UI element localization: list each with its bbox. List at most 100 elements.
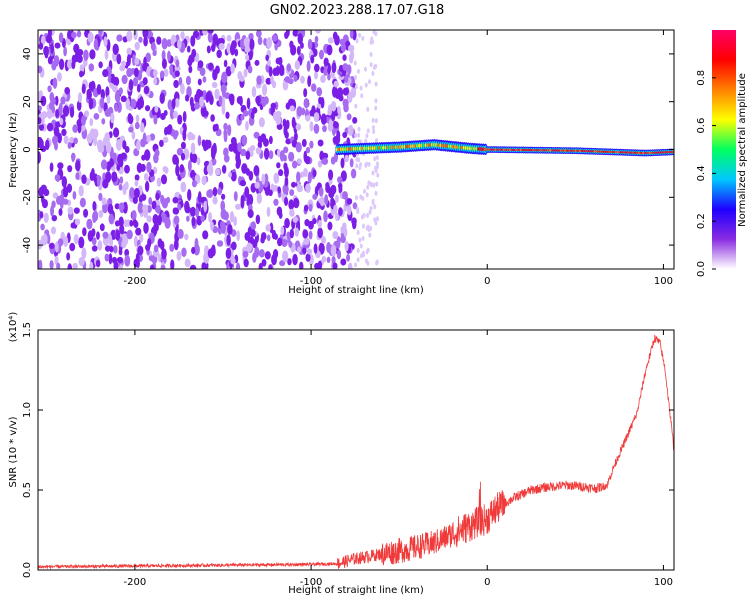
heatmap-cell <box>328 119 334 127</box>
heatmap-cell <box>162 136 169 144</box>
heatmap-cell <box>190 133 196 141</box>
heatmap-cell <box>146 161 152 173</box>
heatmap-cell <box>256 192 262 204</box>
heatmap-cell <box>286 30 290 37</box>
heatmap-cell <box>49 162 54 172</box>
heatmap-cell <box>293 197 300 209</box>
heatmap-cell <box>266 206 271 218</box>
heatmap-cell <box>142 30 149 39</box>
heatmap-cell <box>329 185 335 197</box>
heatmap-cell <box>313 63 320 73</box>
heatmap-cell <box>359 194 363 200</box>
heatmap-cell <box>250 229 256 237</box>
heatmap-cell <box>137 201 144 214</box>
heatmap-cell <box>327 108 332 116</box>
heatmap-cell <box>374 105 378 111</box>
heatmap-cell <box>239 179 247 187</box>
heatmap-cell <box>331 256 336 265</box>
heatmap-cell <box>247 209 254 219</box>
heatmap-cell <box>176 147 184 156</box>
heatmap-cell <box>229 211 235 223</box>
heatmap-cell <box>292 253 298 266</box>
heatmap-cell <box>190 35 196 47</box>
heatmap-cell <box>240 114 245 121</box>
heatmap-cell <box>40 95 47 107</box>
heatmap-cell <box>321 236 327 245</box>
heatmap-cell <box>297 158 303 165</box>
heatmap-cell <box>369 39 373 45</box>
heatmap-cell <box>82 227 87 237</box>
heatmap-cell <box>62 105 70 117</box>
heatmap-cell <box>330 156 336 165</box>
heatmap-cell <box>160 264 166 269</box>
heatmap-cell <box>99 223 105 232</box>
heatmap-cell <box>278 56 283 66</box>
heatmap-cell <box>221 85 226 98</box>
heatmap-ytick-label: 20 <box>22 95 33 108</box>
heatmap-cell <box>156 204 161 214</box>
heatmap-cell <box>357 126 361 132</box>
heatmap-cell <box>151 200 157 210</box>
heatmap-cell <box>134 121 140 130</box>
heatmap-cell <box>72 262 78 269</box>
heatmap-cell <box>275 115 282 125</box>
heatmap-cell <box>327 62 331 75</box>
heatmap-cell <box>220 193 226 200</box>
heatmap-cell <box>212 33 219 46</box>
heatmap-cell <box>371 70 375 76</box>
heatmap-cell <box>212 187 218 197</box>
heatmap-cell <box>281 238 288 247</box>
heatmap-cell <box>342 191 348 200</box>
colorbar-tick-label: 0.6 <box>696 118 707 134</box>
heatmap-cell <box>233 216 237 227</box>
heatmap-cell <box>305 183 311 193</box>
heatmap-cell <box>116 163 121 171</box>
heatmap-cell <box>124 254 131 267</box>
heatmap-cell <box>216 49 222 59</box>
heatmap-cell <box>154 149 160 158</box>
heatmap-cell <box>327 221 333 231</box>
heatmap-cell <box>101 197 107 206</box>
heatmap-cell <box>372 129 376 135</box>
heatmap-cell <box>81 247 87 260</box>
heatmap-cell <box>243 258 249 268</box>
heatmap-cell <box>375 164 379 170</box>
heatmap-cell <box>272 184 279 192</box>
heatmap-cell <box>92 211 99 222</box>
heatmap-cell <box>347 262 353 269</box>
heatmap-cell <box>338 94 344 102</box>
heatmap-cell <box>189 264 197 269</box>
heatmap-cell <box>319 49 324 60</box>
heatmap-cell <box>145 52 151 63</box>
heatmap-cell <box>156 36 162 45</box>
heatmap-cell <box>172 130 178 140</box>
heatmap-cell <box>40 184 47 192</box>
heatmap-cell <box>361 236 365 242</box>
heatmap-cell <box>226 234 231 246</box>
heatmap-cell <box>105 86 110 98</box>
heatmap-cell <box>165 125 172 135</box>
heatmap-cell <box>41 111 48 119</box>
heatmap-cell <box>226 34 232 42</box>
heatmap-cell <box>317 139 324 147</box>
heatmap-cell <box>52 192 59 199</box>
heatmap-cell <box>310 83 317 92</box>
heatmap-cell <box>309 121 314 132</box>
heatmap-cell <box>356 68 360 74</box>
heatmap-cell <box>124 181 129 191</box>
heatmap-cell <box>177 203 181 211</box>
heatmap-cell <box>342 131 348 139</box>
heatmap-cell <box>43 212 49 223</box>
heatmap-cell <box>197 135 202 147</box>
heatmap-cell <box>252 252 257 263</box>
heatmap-cell <box>227 124 232 136</box>
heatmap-cell <box>340 157 345 169</box>
heatmap-cell <box>153 69 158 77</box>
heatmap-cell <box>184 200 190 213</box>
heatmap-cell <box>327 72 331 81</box>
heatmap-cell <box>55 109 59 118</box>
heatmap-cell <box>142 132 147 144</box>
heatmap-cell <box>326 256 331 264</box>
heatmap-cell <box>78 185 84 197</box>
heatmap-cell <box>354 262 358 268</box>
